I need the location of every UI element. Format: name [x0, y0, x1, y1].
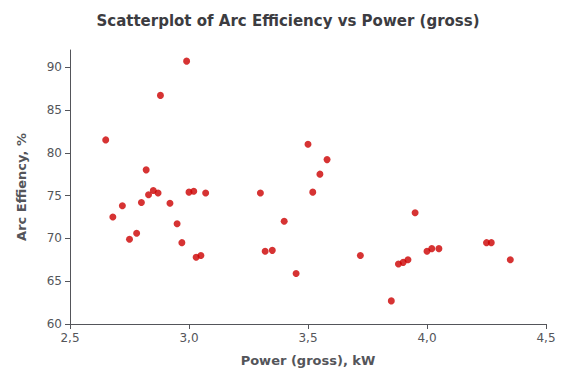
- svg-text:70: 70: [47, 231, 62, 245]
- svg-text:4,5: 4,5: [536, 331, 555, 345]
- svg-text:2,5: 2,5: [60, 331, 79, 345]
- svg-text:75: 75: [47, 189, 62, 203]
- svg-text:85: 85: [47, 103, 62, 117]
- svg-text:Power (gross), kW: Power (gross), kW: [241, 353, 376, 368]
- svg-text:60: 60: [47, 317, 62, 331]
- svg-text:Arc Effiency, %: Arc Effiency, %: [14, 133, 29, 241]
- svg-text:Scatterplot of Arc Efficiency: Scatterplot of Arc Efficiency vs Power (…: [96, 12, 479, 30]
- svg-text:3,0: 3,0: [179, 331, 198, 345]
- svg-text:3,5: 3,5: [298, 331, 317, 345]
- svg-text:65: 65: [47, 274, 62, 288]
- svg-text:90: 90: [47, 60, 62, 74]
- svg-text:4,0: 4,0: [417, 331, 436, 345]
- svg-text:80: 80: [47, 146, 62, 160]
